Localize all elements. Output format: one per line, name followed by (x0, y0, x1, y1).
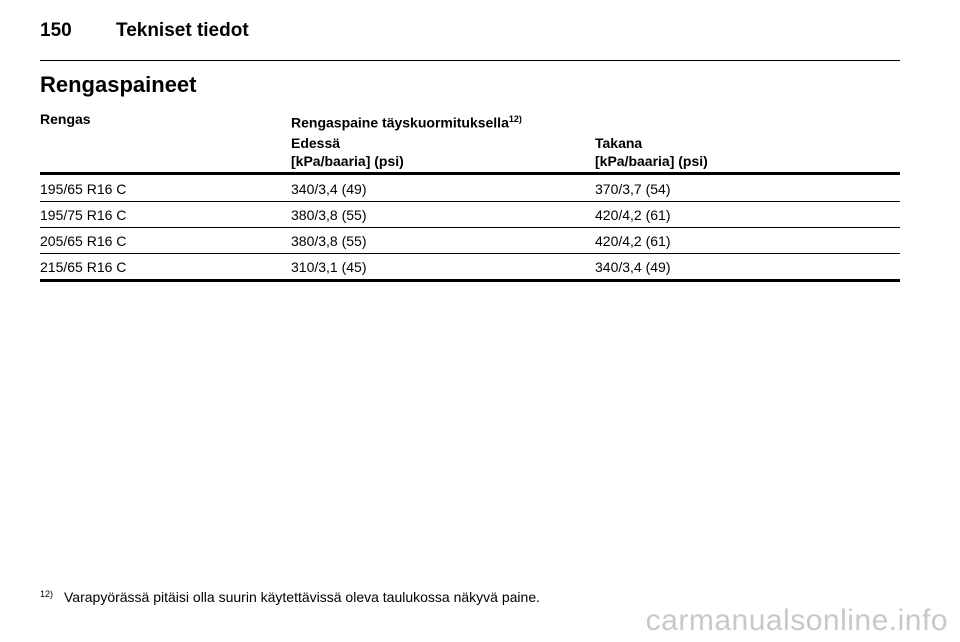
row-divider (40, 253, 900, 254)
front-unit: [kPa/baaria] (psi) (291, 153, 404, 169)
column-header-pressure: Rengaspaine täyskuormituksella12) (291, 111, 522, 131)
table-row: 205/65 R16 C 380/3,8 (55) 420/4,2 (61) (40, 228, 900, 252)
front-pressure-cell: 380/3,8 (55) (291, 207, 367, 223)
table-header-rule (40, 172, 900, 175)
section-title: Rengaspaineet (40, 72, 197, 97)
watermark: carmanualsonline.info (645, 604, 948, 637)
chapter-title: Tekniset tiedot (116, 20, 249, 41)
footnote-text: Varapyörässä pitäisi olla suurin käytett… (64, 589, 540, 605)
table-row: 215/65 R16 C 310/3,1 (45) 340/3,4 (49) (40, 254, 900, 278)
column-header-tire: Rengas (40, 111, 91, 127)
table-row: 195/65 R16 C 340/3,4 (49) 370/3,7 (54) (40, 176, 900, 200)
pressure-header-text: Rengaspaine täyskuormituksella (291, 114, 509, 131)
rear-pressure-cell: 340/3,4 (49) (595, 259, 671, 275)
rear-label: Takana (595, 135, 643, 151)
rear-pressure-cell: 420/4,2 (61) (595, 233, 671, 249)
table-bottom-rule (40, 279, 900, 282)
footnote: 12) Varapyörässä pitäisi olla suurin käyt… (40, 589, 540, 605)
front-label: Edessä (291, 135, 341, 151)
tire-size-cell: 215/65 R16 C (40, 259, 127, 275)
footnote-mark: 12) (40, 589, 54, 599)
rear-unit: [kPa/baaria] (psi) (595, 153, 708, 169)
front-pressure-cell: 380/3,8 (55) (291, 233, 367, 249)
front-pressure-cell: 310/3,1 (45) (291, 259, 367, 275)
footnote-reference[interactable]: 12) (508, 114, 522, 124)
header-divider (40, 60, 900, 61)
tire-size-cell: 205/65 R16 C (40, 233, 127, 249)
table-row: 195/75 R16 C 380/3,8 (55) 420/4,2 (61) (40, 202, 900, 226)
front-pressure-cell: 340/3,4 (49) (291, 181, 367, 197)
rear-pressure-cell: 370/3,7 (54) (595, 181, 671, 197)
page-number: 150 (40, 20, 72, 41)
page-header: 150 Tekniset tiedot (40, 20, 249, 42)
tire-size-cell: 195/75 R16 C (40, 207, 127, 223)
row-divider (40, 227, 900, 228)
rear-pressure-cell: 420/4,2 (61) (595, 207, 671, 223)
row-divider (40, 201, 900, 202)
tire-size-cell: 195/65 R16 C (40, 181, 127, 197)
